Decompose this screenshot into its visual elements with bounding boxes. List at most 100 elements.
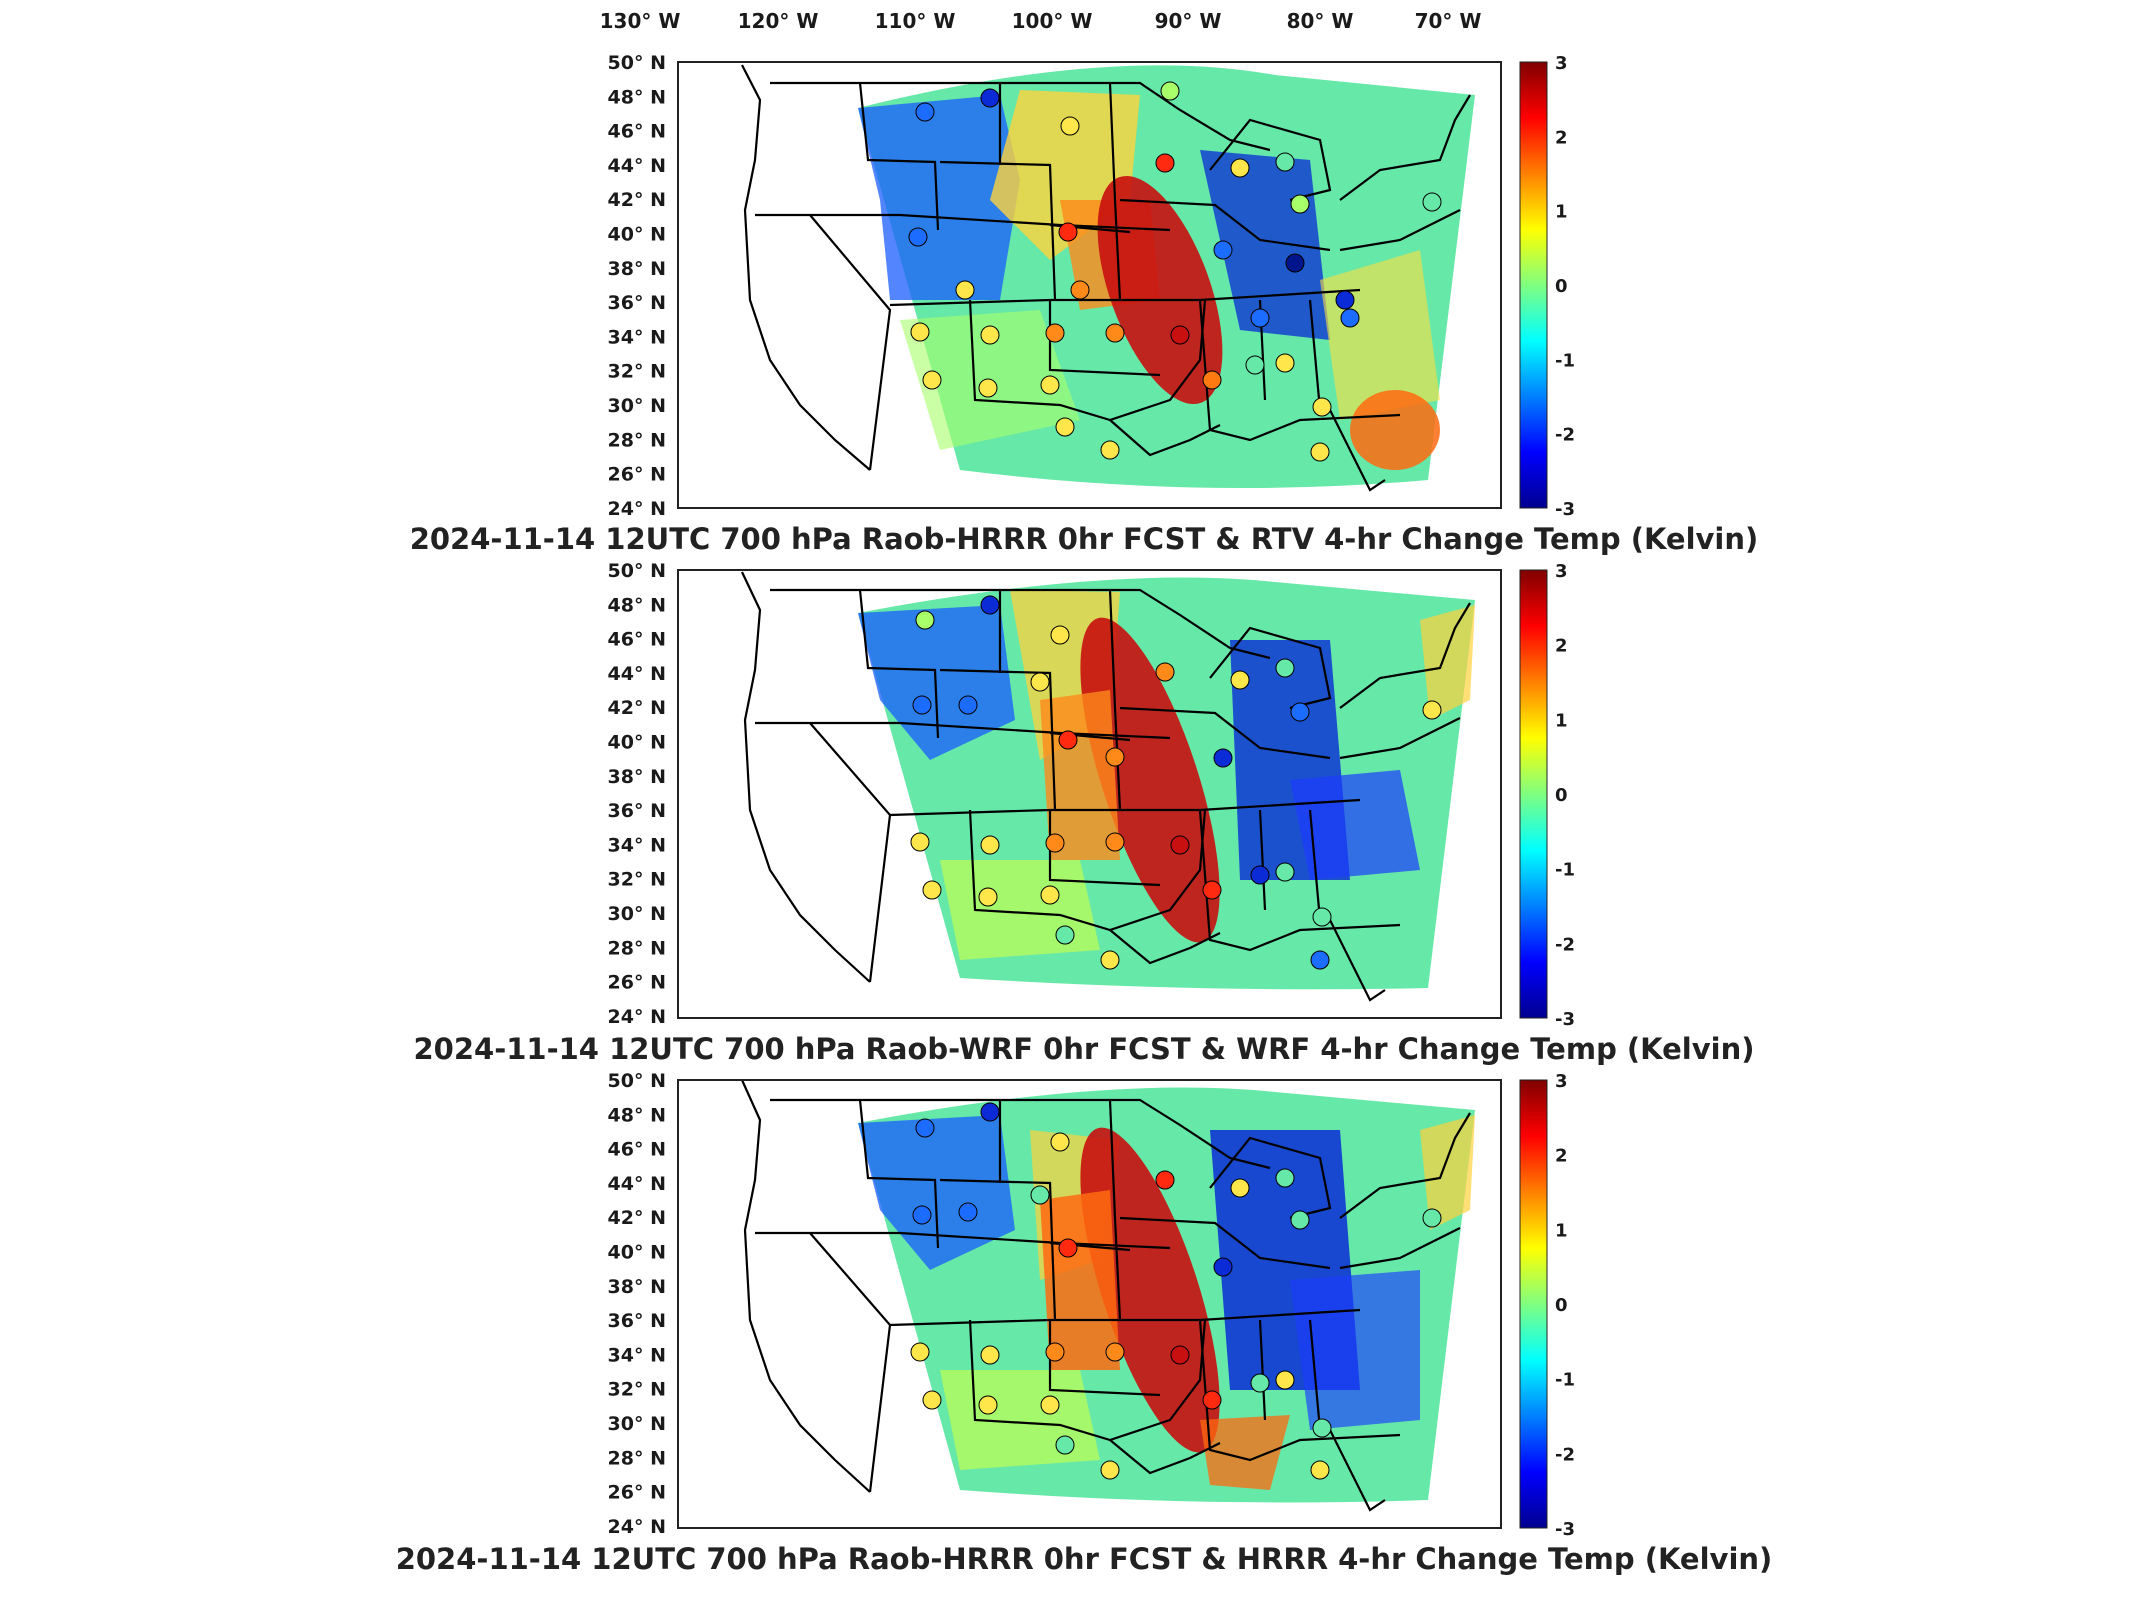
raob-station: [1060, 116, 1080, 136]
map-field: [858, 65, 1475, 489]
lat-label: 44° N: [608, 663, 666, 685]
colorbar-tick-label: 3: [1555, 1071, 1568, 1092]
lat-label: 30° N: [608, 1413, 666, 1435]
lat-label: 42° N: [608, 189, 666, 211]
raob-station: [1160, 81, 1180, 101]
raob-station: [1170, 325, 1190, 345]
raob-station: [1058, 1238, 1078, 1258]
lat-label: 42° N: [608, 1207, 666, 1229]
raob-station: [915, 610, 935, 630]
lat-label: 38° N: [608, 258, 666, 280]
raob-station: [1100, 440, 1120, 460]
colorbar-tick-label: 2: [1555, 1146, 1568, 1167]
raob-station: [1100, 950, 1120, 970]
raob-station: [1285, 253, 1305, 273]
raob-station: [1213, 748, 1233, 768]
raob-station: [1170, 1345, 1190, 1365]
raob-station: [978, 1395, 998, 1415]
map-panel-rtv-change: [677, 61, 1502, 509]
map-field: [858, 1087, 1475, 1503]
raob-station: [1310, 950, 1330, 970]
map-frame: [677, 1079, 1502, 1529]
panel-title: 2024-11-14 12UTC 700 hPa Raob-WRF 0hr FC…: [413, 1032, 1754, 1066]
lat-label: 48° N: [608, 86, 666, 108]
raob-station: [1070, 280, 1090, 300]
raob-station: [1250, 1373, 1270, 1393]
lat-label: 30° N: [608, 903, 666, 925]
raob-station: [1422, 192, 1442, 212]
raob-station: [1312, 907, 1332, 927]
lat-label: 24° N: [608, 498, 666, 520]
colorbar-tick-label: 3: [1555, 561, 1568, 582]
map-field: [858, 577, 1475, 990]
lon-label: 80° W: [1287, 9, 1354, 33]
raob-station: [1050, 625, 1070, 645]
lat-label: 40° N: [608, 732, 666, 754]
raob-station: [1055, 417, 1075, 437]
raob-station: [910, 322, 930, 342]
raob-station: [1340, 308, 1360, 328]
lon-label: 100° W: [1012, 9, 1093, 33]
raob-station: [915, 102, 935, 122]
lat-label: 50° N: [608, 1070, 666, 1092]
lat-label: 28° N: [608, 429, 666, 451]
raob-station: [980, 325, 1000, 345]
raob-station: [1045, 833, 1065, 853]
lat-label: 36° N: [608, 800, 666, 822]
lat-label: 30° N: [608, 395, 666, 417]
raob-station: [1275, 353, 1295, 373]
lat-label: 32° N: [608, 361, 666, 383]
raob-station: [1290, 702, 1310, 722]
colorbar-tick-label: -1: [1555, 350, 1575, 371]
colorbar-tick-label: 0: [1555, 1295, 1568, 1316]
colorbar-tick-label: 2: [1555, 636, 1568, 657]
lat-label: 36° N: [608, 292, 666, 314]
colorbar: [1519, 569, 1548, 1019]
raob-station: [980, 1345, 1000, 1365]
raob-station: [1040, 885, 1060, 905]
map-frame: [677, 569, 1502, 1019]
lon-label: 120° W: [738, 9, 819, 33]
map-frame: [677, 61, 1502, 509]
raob-station: [1105, 832, 1125, 852]
raob-station: [1055, 1435, 1075, 1455]
raob-station: [1030, 1185, 1050, 1205]
lat-label: 26° N: [608, 1482, 666, 1504]
colorbar-tick-label: -2: [1555, 425, 1575, 446]
lat-label: 24° N: [608, 1006, 666, 1028]
colorbar-tick-label: 1: [1555, 202, 1568, 223]
lon-label: 90° W: [1155, 9, 1222, 33]
raob-station: [1040, 375, 1060, 395]
raob-stations: [908, 81, 1442, 462]
raob-stations: [910, 1102, 1442, 1480]
raob-station: [1050, 1132, 1070, 1152]
raob-station: [1310, 442, 1330, 462]
raob-station: [1213, 240, 1233, 260]
lon-label: 70° W: [1415, 9, 1482, 33]
lat-label: 46° N: [608, 121, 666, 143]
raob-station: [922, 1390, 942, 1410]
lat-label: 44° N: [608, 1173, 666, 1195]
raob-station: [1312, 1418, 1332, 1438]
lat-label: 48° N: [608, 594, 666, 616]
longitude-labels: 130° W 120° W 110° W 100° W 90° W 80° W …: [600, 9, 1482, 33]
lat-label: 40° N: [608, 1242, 666, 1264]
latitude-labels: 50° N 48° N 46° N 44° N 42° N 40° N 38° N 36° N…: [608, 52, 666, 1538]
colorbar-tick-label: -3: [1555, 499, 1575, 520]
raob-station: [1055, 925, 1075, 945]
colorbar-tick-label: 3: [1555, 53, 1568, 74]
lat-label: 50° N: [608, 560, 666, 582]
lat-label: 28° N: [608, 1447, 666, 1469]
raob-station: [958, 1202, 978, 1222]
raob-station: [1250, 865, 1270, 885]
colorbar-tick-label: 0: [1555, 785, 1568, 806]
state-boundaries: [741, 64, 1471, 492]
raob-station: [1310, 1460, 1330, 1480]
raob-station: [922, 370, 942, 390]
raob-station: [1250, 308, 1270, 328]
raob-station: [1275, 658, 1295, 678]
raob-station: [1275, 1370, 1295, 1390]
raob-station: [1422, 700, 1442, 720]
panel-title: 2024-11-14 12UTC 700 hPa Raob-HRRR 0hr F…: [410, 522, 1759, 556]
